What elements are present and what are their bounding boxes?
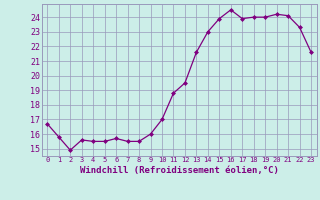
X-axis label: Windchill (Refroidissement éolien,°C): Windchill (Refroidissement éolien,°C) bbox=[80, 166, 279, 175]
